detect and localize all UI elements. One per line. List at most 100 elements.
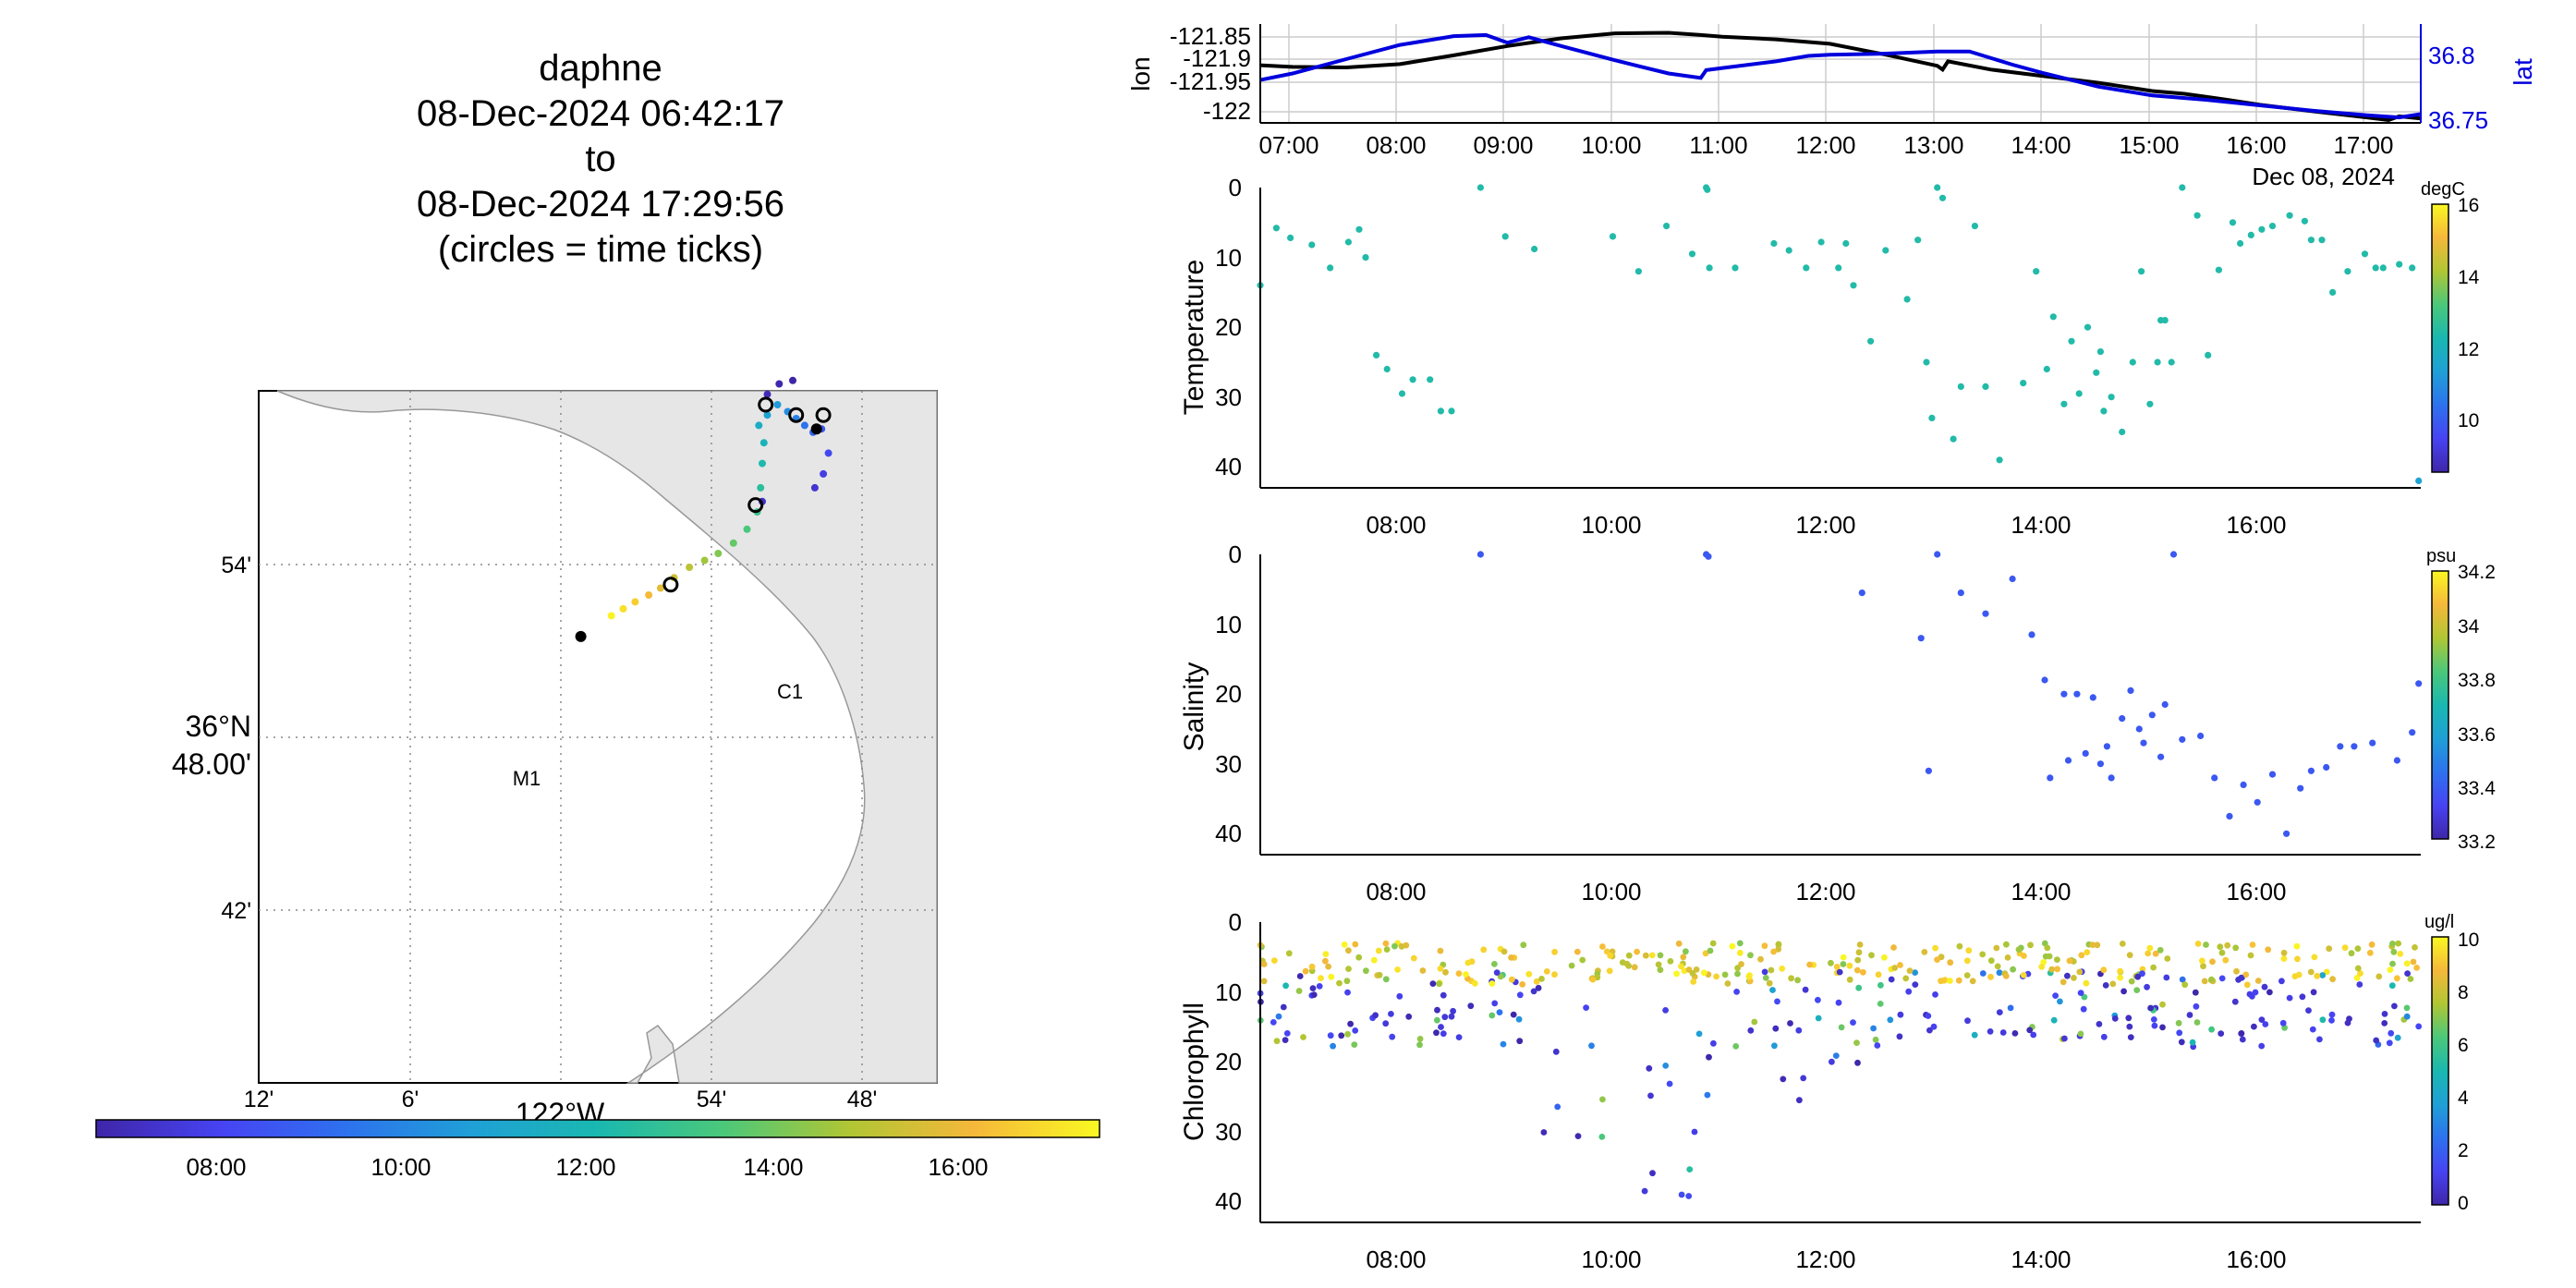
salinity-cbar-tick-342: 34.2: [2458, 562, 2496, 583]
time-tick-circle: [662, 577, 679, 593]
temperature-ytick-40: 40: [1215, 453, 1242, 480]
temperature-point: [2138, 268, 2145, 275]
chlorophyll-point: [2208, 976, 2215, 983]
chlorophyll-point: [1947, 959, 1954, 966]
salinity-point: [2415, 680, 2423, 687]
chlorophyll-point: [1394, 966, 1401, 973]
chlorophyll-point: [2341, 944, 2349, 952]
chlorophyll-point: [2054, 956, 2060, 963]
time-colorbar-tick-1200: 12:00: [555, 1153, 615, 1181]
temperature-point: [2119, 428, 2126, 436]
chlorophyll-point: [2011, 1030, 2019, 1037]
lonlat-xtick-1000: 10:00: [1581, 131, 1641, 159]
chlorophyll-point: [2071, 975, 2077, 981]
chlorophyll-point: [1396, 992, 1403, 1000]
lat-series-line: [1259, 32, 2422, 120]
chlorophyll-point: [2189, 1039, 2196, 1046]
temperature-point: [1501, 233, 1509, 240]
time-colorbar-tick-1400: 14:00: [743, 1153, 803, 1181]
chlorophyll-point: [2078, 952, 2085, 959]
temperature-point: [1476, 184, 1484, 191]
chlorophyll-point: [1707, 947, 1714, 954]
chlorophyll-point: [2388, 982, 2396, 990]
chlorophyll-point: [1270, 1019, 1277, 1026]
chlorophyll-point: [1355, 954, 1363, 961]
chlorophyll-point: [1646, 1064, 1653, 1072]
chlorophyll-point: [1493, 969, 1501, 976]
temperature-point: [2049, 313, 2057, 321]
chlorophyll-point: [1963, 972, 1971, 978]
chlorophyll-point: [1285, 950, 1293, 957]
chlorophyll-point: [1751, 1018, 1758, 1026]
chlorophyll-point: [2027, 942, 2034, 949]
chlorophyll-point: [1260, 961, 1268, 967]
chlorophyll-point: [1947, 978, 1953, 984]
salinity-ytick-30: 30: [1215, 750, 1242, 778]
chlorophyll-cbar-tick-8: 8: [2458, 982, 2469, 1003]
lat-tick-368: 36.8: [2428, 42, 2475, 69]
chlorophyll-point: [1768, 966, 1775, 974]
chlorophyll-colorbar: [2431, 936, 2449, 1206]
temperature-cbar-tick-10: 10: [2458, 410, 2479, 431]
chlorophyll-point: [2134, 973, 2142, 980]
salinity-point: [2041, 676, 2048, 684]
chlorophyll-ytick-10: 10: [1215, 978, 1242, 1006]
chlorophyll-point: [1437, 966, 1444, 972]
time-tick-circle: [747, 497, 764, 514]
chlorophyll-point: [2404, 970, 2412, 977]
chlorophyll-point: [1450, 1007, 1456, 1015]
chlorophyll-xtick-1400: 14:00: [2011, 1245, 2071, 1273]
chlorophyll-point: [1341, 942, 1348, 948]
chlorophyll-point: [2258, 1016, 2266, 1023]
chlorophyll-point: [2353, 975, 2361, 981]
chlorophyll-point: [1510, 1011, 1517, 1018]
lon-tick-12195: -121.95: [1170, 67, 1251, 95]
salinity-point: [2064, 757, 2072, 764]
chlorophyll-point: [1568, 962, 1575, 969]
chlorophyll-point: [1273, 1038, 1281, 1045]
chlorophyll-point: [1779, 966, 1786, 972]
temperature-point: [1409, 376, 1416, 383]
chlorophyll-point: [2203, 942, 2209, 948]
chlorophyll-point: [1738, 961, 1744, 967]
chlorophyll-point: [1338, 1032, 1345, 1039]
chlorophyll-point: [1376, 971, 1383, 978]
map-gridlines: [259, 391, 937, 1083]
temperature-point: [1437, 407, 1444, 415]
chlorophyll-point: [2208, 1026, 2216, 1033]
chlorophyll-point: [1846, 962, 1853, 969]
chlorophyll-point: [2381, 1020, 2388, 1027]
temperature-point: [2215, 266, 2222, 273]
track-point: [714, 550, 723, 557]
lon-series-line: [1259, 30, 2422, 123]
chlorophyll-point: [1328, 973, 1335, 980]
chlorophyll-point: [1655, 961, 1662, 968]
temperature-xtick-1400: 14:00: [2011, 511, 2071, 539]
track-point: [759, 439, 768, 447]
track-point: [755, 421, 763, 430]
salinity-point: [2135, 725, 2143, 733]
salinity-point: [2211, 774, 2218, 782]
chlorophyll-point: [1675, 940, 1683, 947]
temperature-point: [1373, 351, 1380, 358]
track-point: [759, 459, 766, 468]
temperature-point: [2307, 237, 2315, 244]
chlorophyll-point: [1996, 969, 2003, 977]
chlorophyll-point: [2242, 971, 2250, 978]
chlorophyll-point: [2366, 949, 2374, 956]
chlorophyll-point: [2354, 945, 2362, 953]
chlorophyll-point: [1932, 991, 1938, 998]
chlorophyll-point: [1352, 1027, 1359, 1034]
chlorophyll-point: [1955, 977, 1962, 984]
salinity-panel: 0 10 20 30 40 Salinity 08:00 10:00 12:00…: [1179, 541, 2496, 905]
chlorophyll-point: [2415, 1023, 2423, 1030]
chlorophyll-point: [1855, 984, 1863, 991]
chlorophyll-point: [1855, 949, 1863, 956]
chlorophyll-point: [1343, 978, 1351, 985]
chlorophyll-point: [2020, 972, 2027, 978]
chlorophyll-point: [1680, 954, 1687, 961]
chlorophyll-point: [1964, 1017, 1971, 1025]
chlorophyll-point: [2102, 982, 2109, 989]
chlorophyll-point: [1516, 1038, 1524, 1045]
chlorophyll-point: [1891, 965, 1899, 971]
